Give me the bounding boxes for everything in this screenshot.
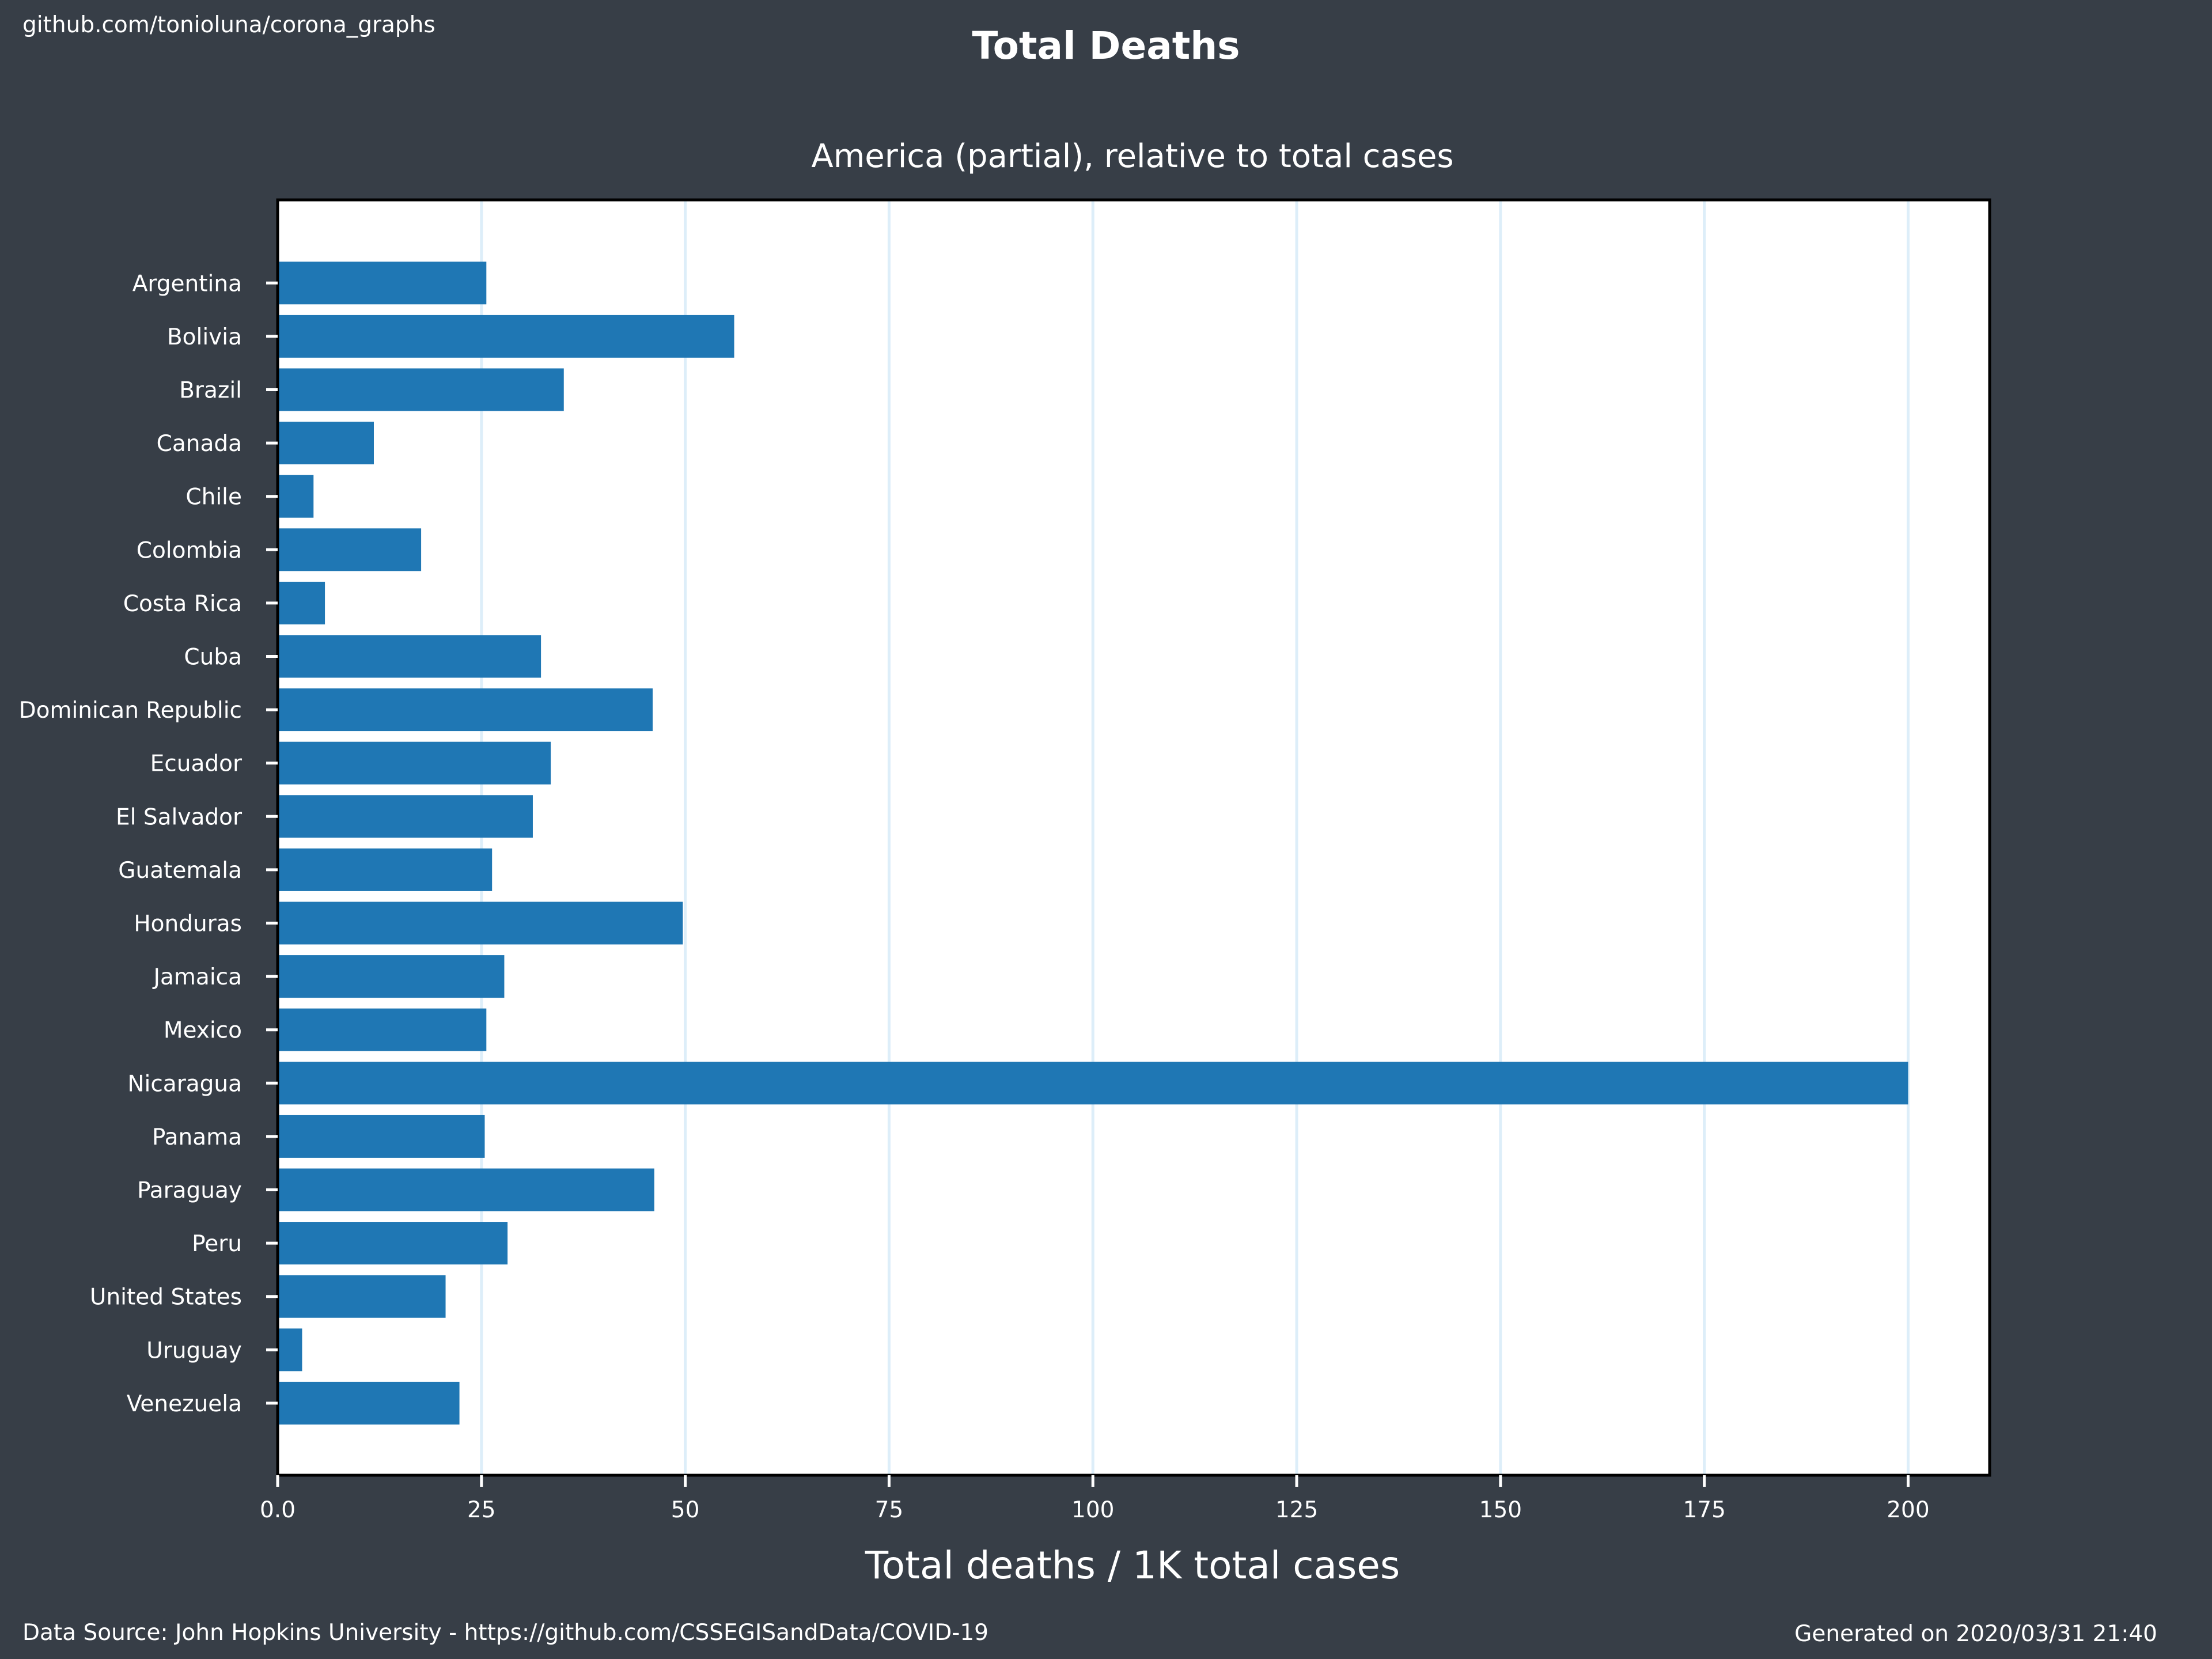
y-tick-label: Peru <box>192 1231 242 1257</box>
x-tick-label: 175 <box>1683 1497 1725 1523</box>
bar-uruguay <box>278 1328 302 1372</box>
y-tick-label: Honduras <box>134 911 242 937</box>
bar-colombia <box>278 528 422 571</box>
bar-bolivia <box>278 315 734 358</box>
y-tick-label: Brazil <box>179 378 242 404</box>
y-tick-label: Venezuela <box>127 1391 242 1417</box>
y-tick-label: Mexico <box>164 1018 242 1044</box>
bar-venezuela <box>278 1381 460 1425</box>
y-tick-label: Dominican Republic <box>19 698 242 724</box>
bar-el-salvador <box>278 795 533 838</box>
y-tick-label: Argentina <box>132 271 242 297</box>
bar-peru <box>278 1222 508 1265</box>
y-tick-label: Paraguay <box>137 1178 242 1204</box>
bar-mexico <box>278 1008 487 1051</box>
y-axis: Argentina Bolivia Brazil Canada Chile Colombi… <box>19 271 278 1417</box>
bar-argentina <box>278 262 487 305</box>
x-tick-label: 125 <box>1275 1497 1318 1523</box>
x-tick-label: 100 <box>1071 1497 1114 1523</box>
bar-nicaragua <box>278 1062 1908 1105</box>
y-tick-label: Guatemala <box>118 858 242 884</box>
x-tick-label: 200 <box>1887 1497 1929 1523</box>
data-source-note: Data Source: John Hopkins University - h… <box>22 1620 988 1646</box>
y-tick-label: Panama <box>152 1124 242 1150</box>
x-tick-label: 150 <box>1479 1497 1522 1523</box>
x-tick-label: 75 <box>875 1497 904 1523</box>
plot-frame <box>276 198 1991 1477</box>
bars <box>278 262 1908 1425</box>
bar-jamaica <box>278 955 505 998</box>
y-tick-label: El Salvador <box>116 804 243 830</box>
y-tick-label: Nicaragua <box>127 1071 242 1097</box>
x-tick-label: 50 <box>671 1497 700 1523</box>
y-tick-label: Jamaica <box>152 964 242 990</box>
x-tick-label: 0.0 <box>260 1497 296 1523</box>
bar-paraguay <box>278 1168 654 1211</box>
watermark: github.com/tonioluna/corona_graphs <box>22 12 435 38</box>
y-tick-label: Canada <box>157 431 242 457</box>
y-tick-label: Bolivia <box>167 324 242 350</box>
y-tick-label: Costa Rica <box>123 591 242 617</box>
bar-ecuador <box>278 741 551 785</box>
y-tick-label: United States <box>90 1285 242 1310</box>
bar-costa-rica <box>278 581 325 624</box>
y-tick-label: Cuba <box>184 645 242 671</box>
bar-chile <box>278 475 314 518</box>
x-axis: 0.0 25 50 75 100 125 150 175 200 <box>260 1475 1930 1523</box>
bar-honduras <box>278 902 683 945</box>
bar-guatemala <box>278 848 493 891</box>
x-tick-label: 25 <box>467 1497 496 1523</box>
bar-dominican-republic <box>278 688 653 732</box>
chart-subtitle: America (partial), relative to total cas… <box>811 138 1453 175</box>
bar-united-states <box>278 1275 446 1318</box>
y-tick-label: Uruguay <box>146 1338 242 1363</box>
x-axis-label: Total deaths / 1K total cases <box>865 1543 1400 1588</box>
bar-cuba <box>278 635 541 678</box>
bar-panama <box>278 1115 485 1158</box>
bar-brazil <box>278 368 564 411</box>
gridlines <box>480 200 1910 1475</box>
bar-canada <box>278 422 374 465</box>
y-tick-label: Chile <box>185 484 242 510</box>
y-tick-label: Colombia <box>137 537 242 563</box>
generated-timestamp: Generated on 2020/03/31 21:40 <box>1794 1621 2157 1647</box>
y-tick-label: Ecuador <box>150 751 243 777</box>
chart-title: Total Deaths <box>972 24 1240 68</box>
